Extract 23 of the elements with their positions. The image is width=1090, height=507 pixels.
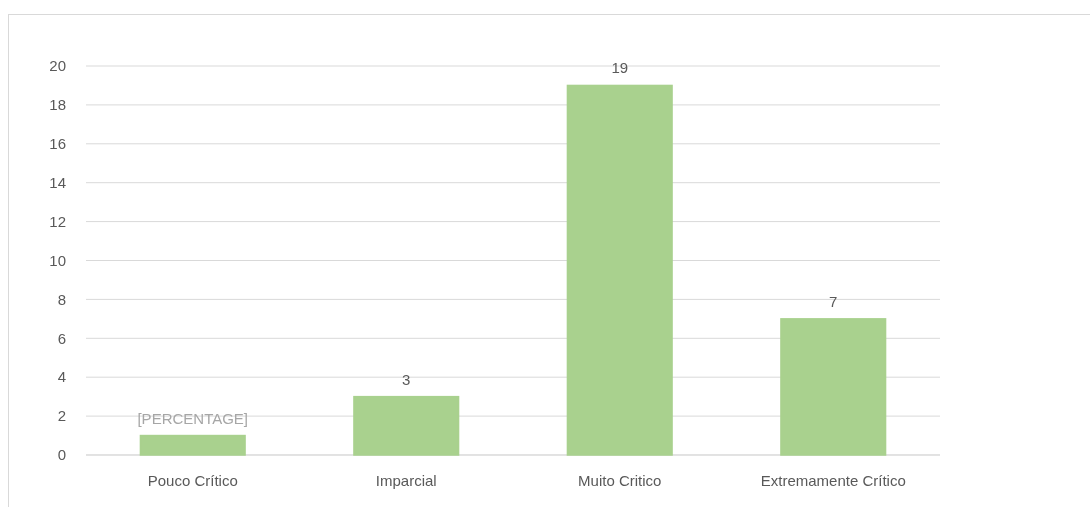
y-tick-label: 8 bbox=[57, 290, 66, 308]
x-tick-label: Extremamente Crítico bbox=[760, 472, 906, 489]
x-tick-label: Pouco Crítico bbox=[147, 472, 238, 489]
bar bbox=[353, 395, 460, 456]
bar bbox=[780, 318, 887, 456]
bar bbox=[566, 84, 673, 456]
y-tick-label: 2 bbox=[57, 407, 66, 425]
y-tick-label: 10 bbox=[49, 251, 66, 269]
y-tick-label: 0 bbox=[57, 446, 66, 464]
y-tick-label: 4 bbox=[57, 368, 66, 386]
x-tick-label: Imparcial bbox=[375, 472, 437, 489]
y-tick-label: 6 bbox=[57, 329, 66, 347]
data-label: 3 bbox=[402, 370, 411, 388]
y-tick-label: 12 bbox=[49, 212, 66, 230]
data-label: 19 bbox=[611, 59, 629, 77]
y-tick-label: 20 bbox=[49, 57, 66, 75]
y-tick-label: 18 bbox=[49, 96, 66, 114]
y-tick-label: 14 bbox=[49, 173, 66, 191]
data-label: 7 bbox=[829, 292, 838, 310]
y-tick-label: 16 bbox=[49, 135, 66, 153]
bar bbox=[139, 434, 246, 456]
x-tick-label: Muito Critico bbox=[578, 472, 662, 489]
data-label: [PERCENTAGE] bbox=[137, 409, 249, 427]
